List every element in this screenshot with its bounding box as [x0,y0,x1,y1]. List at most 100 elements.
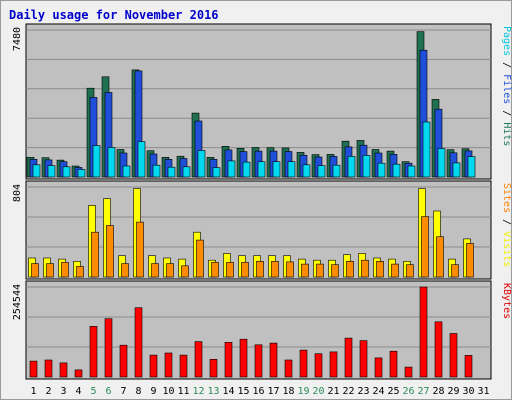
bar-sites-3 [61,262,69,278]
bar-sites-1 [31,263,39,278]
bar-kbytes-13 [209,358,218,378]
x-tick-label: 8 [135,386,141,397]
bar-kbytes-4 [74,369,83,378]
bar-sites-23 [361,259,369,278]
bar-kbytes-6 [104,318,113,378]
bar-pages-11 [182,166,191,178]
bar-sites-12 [196,239,204,278]
bar-kbytes-21 [329,351,338,378]
panel-kbytes: 254544 KBytes [12,280,512,380]
chart-title: Daily usage for November 2016 [9,8,219,22]
x-tick-label: 23 [357,386,369,397]
series-pages [32,121,476,178]
bar-kbytes-24 [374,357,383,378]
x-tick-label: 27 [417,386,429,397]
bar-sites-14 [226,262,234,278]
bar-sites-30 [466,243,474,278]
legend-entry: KBytes [501,283,512,319]
bar-pages-25 [392,163,401,178]
bar-kbytes-26 [404,366,413,378]
bar-kbytes-12 [194,341,203,378]
legend-entry: Files [501,74,512,104]
x-tick-label: 1 [30,386,36,397]
x-tick-label: 29 [447,386,459,397]
bar-pages-5 [92,145,101,178]
bar-sites-15 [241,262,249,278]
bar-sites-20 [316,263,324,278]
bar-kbytes-29 [449,333,458,378]
y-max-label: 7480 [12,27,23,51]
bar-sites-16 [256,260,264,278]
bar-pages-9 [152,164,161,178]
bar-sites-9 [151,263,159,278]
bar-kbytes-25 [389,350,398,378]
bar-kbytes-20 [314,353,323,378]
x-tick-label: 31 [477,386,489,397]
bar-pages-4 [77,169,86,178]
bar-pages-17 [272,161,281,178]
bar-sites-21 [331,264,339,278]
bar-pages-27 [422,121,431,178]
legend-entry: Pages [501,26,512,56]
y-max-label: 804 [12,184,23,202]
bar-pages-19 [302,164,311,178]
x-axis-labels: 1 2 3 4 5 6 7 8 9 10 11 12 13 14 15 16 17 18 19 20 21 22 23 24 2… [30,386,489,397]
x-tick-label: 18 [282,386,294,397]
x-tick-label: 24 [372,386,384,397]
bar-pages-6 [107,147,116,178]
bar-sites-28 [436,236,444,278]
x-tick-label: 22 [342,386,354,397]
legend-entry: / [501,213,512,231]
series-kbytes [29,286,473,378]
bar-sites-27 [421,216,429,278]
bar-sites-17 [271,260,279,278]
bar-sites-6 [106,225,114,278]
bar-pages-24 [377,162,386,178]
bar-kbytes-18 [284,359,293,378]
bar-sites-10 [166,263,174,278]
bar-pages-18 [287,161,296,178]
bar-kbytes-1 [29,360,38,378]
x-tick-label: 13 [207,386,219,397]
series-sites [31,216,474,278]
x-tick-label: 21 [327,386,339,397]
x-tick-label: 30 [462,386,474,397]
x-tick-label: 7 [120,386,126,397]
y-max-label: 254544 [12,284,23,320]
x-tick-label: 4 [75,386,81,397]
bar-kbytes-27 [419,286,428,378]
bar-sites-18 [286,261,294,278]
bar-sites-8 [136,221,144,278]
bar-pages-23 [362,155,371,178]
bar-pages-28 [437,148,446,178]
bar-sites-4 [76,266,84,278]
legend-entry: Visits [501,231,512,267]
bar-sites-26 [406,264,414,278]
bar-kbytes-2 [44,359,53,378]
bar-kbytes-19 [299,349,308,378]
bar-sites-22 [346,260,354,278]
bar-pages-29 [452,162,461,178]
legend-entry: / [501,104,512,122]
x-tick-label: 5 [90,386,96,397]
bar-pages-26 [407,165,416,178]
bar-kbytes-10 [164,352,173,378]
bar-pages-14 [227,160,236,178]
bar-sites-7 [121,263,129,278]
panel-hits: 7480 Pages / Files / Hits [12,23,512,180]
bar-pages-21 [332,164,341,178]
x-tick-label: 15 [237,386,249,397]
bar-kbytes-5 [89,326,98,378]
x-tick-label: 20 [312,386,324,397]
bar-kbytes-22 [344,337,353,378]
bar-pages-30 [467,156,476,178]
bar-pages-7 [122,165,131,178]
x-tick-label: 6 [105,386,111,397]
bar-sites-11 [181,265,189,278]
legend-kbytes: KBytes [501,283,512,319]
bar-kbytes-7 [119,344,128,378]
bar-sites-13 [211,262,219,278]
bar-sites-5 [91,231,99,278]
